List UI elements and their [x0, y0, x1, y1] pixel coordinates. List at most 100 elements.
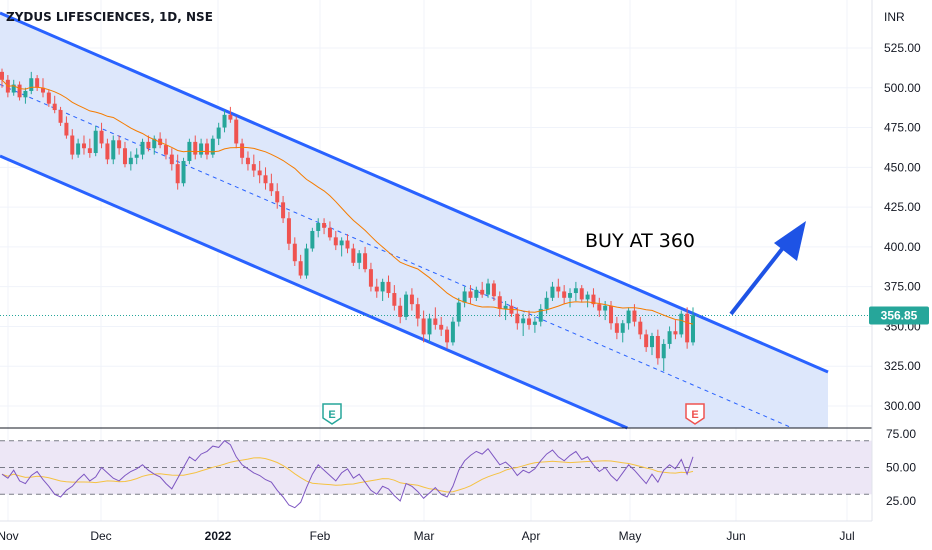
candle-body: [298, 261, 303, 276]
candle-body: [152, 138, 157, 149]
candle-body: [568, 293, 573, 298]
x-tick-label: Feb: [310, 529, 331, 543]
last-price-tag: 356.85: [869, 306, 929, 325]
candle-body: [614, 323, 619, 333]
candle-body: [562, 291, 567, 298]
candle-body: [626, 310, 631, 324]
y-tick-label: 525.00: [884, 41, 921, 55]
candle-body: [146, 141, 151, 149]
candle-body: [679, 313, 684, 335]
candle-body: [673, 331, 678, 335]
candle-body: [368, 269, 373, 287]
earnings-badge-left[interactable]: E: [322, 403, 342, 425]
candle-body: [667, 331, 672, 344]
y-tick-label: 450.00: [884, 160, 921, 174]
candle-body: [245, 157, 250, 165]
x-tick-label: Dec: [90, 529, 111, 543]
candle-body: [603, 305, 608, 311]
candle-body: [474, 289, 479, 298]
candle-body: [480, 289, 485, 295]
earnings-badge-right[interactable]: E: [685, 403, 705, 425]
candle-body: [175, 164, 180, 184]
candle-body: [0, 71, 4, 80]
candle-body: [169, 154, 174, 165]
rsi-tick-label: 75.00: [886, 427, 916, 441]
channel-fill: [0, 0, 828, 428]
buy-note-text[interactable]: BUY AT 360: [585, 230, 695, 252]
candle-body: [234, 119, 239, 144]
candle-body: [40, 87, 45, 93]
candle-body: [650, 335, 655, 348]
candle-body: [87, 148, 92, 154]
candle-body: [374, 286, 379, 292]
rsi-ma-line: [1, 457, 694, 493]
y-tick-label: 400.00: [884, 240, 921, 254]
price-axis-ticks[interactable]: 525.00 500.00 475.00 450.00 425.00 400.00 375.…: [884, 41, 921, 413]
candle-body: [93, 130, 98, 154]
candle-body: [661, 343, 666, 359]
candle-body: [573, 288, 578, 294]
candle-body: [644, 334, 649, 348]
channel-upper-line[interactable]: [0, 11, 829, 374]
candle-body: [345, 240, 350, 249]
candle-body: [199, 143, 204, 155]
y-tick-label: 375.00: [884, 280, 921, 294]
candle-body: [556, 286, 561, 292]
candle-body: [404, 294, 409, 317]
y-tick-label: 500.00: [884, 81, 921, 95]
up-arrow[interactable]: [729, 221, 806, 316]
rsi-line: [1, 440, 694, 509]
candle-body: [632, 310, 637, 322]
candle-body: [585, 294, 590, 300]
candle-body: [532, 321, 537, 325]
x-tick-label: Jul: [839, 529, 854, 543]
candle-body: [468, 291, 473, 298]
candle-body: [210, 138, 215, 155]
candle-body: [64, 122, 69, 136]
candle-body: [691, 315, 695, 343]
y-tick-label: 425.00: [884, 200, 921, 214]
candle-body: [128, 157, 133, 165]
candle-body: [111, 140, 116, 160]
candle-body: [380, 281, 385, 292]
rsi-axis-ticks: 75.00 50.00 25.00: [886, 427, 916, 508]
candle-body: [58, 110, 63, 123]
candle-body: [427, 318, 432, 335]
channel-lower-line[interactable]: [0, 154, 628, 430]
candle-body: [105, 143, 110, 160]
candle-body: [538, 308, 543, 322]
candle-body: [409, 294, 414, 305]
candle-body: [46, 92, 51, 104]
candle-body: [685, 313, 690, 343]
candle-body: [316, 223, 321, 231]
candle-body: [363, 253, 368, 270]
candle-body: [597, 304, 602, 311]
x-tick-label: Nov: [0, 529, 19, 543]
candle-body: [392, 293, 397, 306]
candle-body: [140, 141, 145, 155]
candle-body: [222, 114, 227, 128]
candle-body: [339, 240, 344, 246]
candle-body: [521, 318, 526, 324]
candle-body: [70, 135, 75, 155]
candle-body: [515, 313, 520, 324]
candle-body: [322, 223, 327, 228]
time-axis-ticks[interactable]: Nov Dec 2022 Feb Mar Apr May Jun Jul: [0, 529, 855, 543]
x-tick-label: 2022: [205, 529, 232, 543]
candle-body: [181, 160, 186, 184]
candle-body: [99, 130, 104, 144]
candle-body: [76, 143, 81, 155]
candle-body: [351, 248, 356, 263]
candle-body: [609, 305, 614, 324]
candle-body: [122, 148, 127, 165]
candle-body: [450, 321, 455, 343]
candle-body: [216, 127, 221, 139]
candle-body: [52, 103, 57, 111]
candle-body: [544, 297, 549, 309]
candle-body: [275, 191, 280, 203]
candle-body: [327, 227, 332, 238]
candle-body: [281, 202, 286, 219]
candle-body: [292, 243, 297, 262]
rsi-tick-label: 25.00: [886, 494, 916, 508]
